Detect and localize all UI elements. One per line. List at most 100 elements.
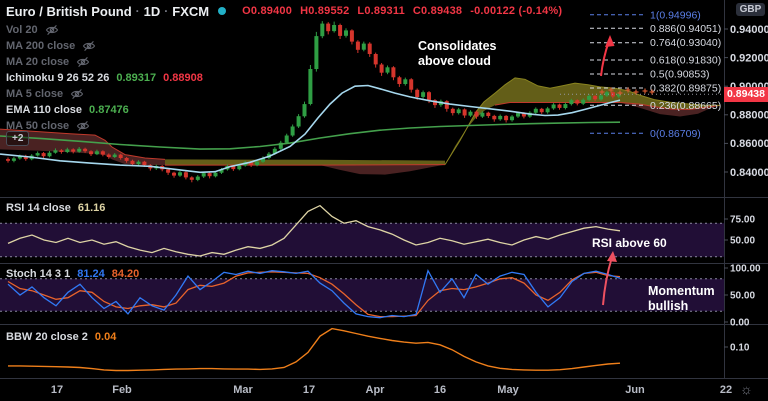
- indicator-label: Ichimoku 9 26 52 26: [6, 72, 110, 84]
- bbw-scale[interactable]: 0.10: [724, 343, 750, 354]
- stoch-k-line: [7, 268, 621, 319]
- rsi-band: [0, 223, 724, 257]
- change-readout: -0.00122 (-0.14%): [470, 5, 563, 17]
- ichimoku-cloud: [165, 159, 445, 166]
- rsi-line: [7, 204, 621, 257]
- price-scale[interactable]: 0.940000.920000.900000.880000.860000.840…: [724, 24, 768, 179]
- time-axis[interactable]: 17 Feb Mar 17 Apr 16 May Jun 22: [51, 384, 732, 396]
- indicator-label: MA 20 close: [6, 56, 70, 68]
- eye-hidden-icon[interactable]: [76, 56, 90, 68]
- rsi-scale[interactable]: 75.00 50.00: [724, 215, 755, 247]
- ichimoku-cloud: [445, 77, 720, 165]
- separator: ·: [135, 4, 140, 18]
- time-tick-label: Apr: [366, 384, 386, 396]
- stoch-scale[interactable]: 100.00 50.00 0.00: [724, 264, 761, 329]
- stoch-k-value: 81.24: [77, 268, 105, 280]
- annotation-rsi[interactable]: RSI above 60: [592, 236, 667, 250]
- ichimoku-cloud: [320, 164, 445, 175]
- indicator-label: MA 50 close: [6, 120, 70, 132]
- bbw-line: [8, 327, 621, 372]
- indicator-value: 0.88908: [163, 72, 203, 84]
- indicator-value: 0.87476: [89, 104, 129, 116]
- scale-tick-label: 0.00: [730, 318, 750, 329]
- stoch-d-value: 84.20: [111, 268, 140, 280]
- fib-level-label: 0.886(0.94051): [650, 23, 721, 35]
- projection-plus-marks: [599, 87, 655, 96]
- currency-toggle-button[interactable]: GBP: [736, 3, 765, 16]
- indicator-row-5[interactable]: EMA 110 close 0.87476: [6, 102, 203, 118]
- indicator-legend-list: Vol 20 MA 200 close MA 20 close Ichimoku 9 …: [6, 22, 203, 134]
- cloud-edge-line: [494, 102, 721, 110]
- scale-tick-label: 50.00: [730, 291, 755, 302]
- indicator-label: EMA 110 close: [6, 104, 83, 116]
- rsi-value: 61.16: [77, 202, 106, 214]
- collapsed-indicators-button[interactable]: +2: [6, 131, 30, 146]
- time-tick-label: 17: [303, 384, 315, 396]
- legend-panel: Euro / British Pound · 1D · FXCM O0.8940…: [6, 3, 562, 146]
- price-tick-label: 0.92000: [730, 52, 768, 64]
- candlestick-series: [6, 21, 621, 183]
- stoch-legend[interactable]: Stoch 14 3 1 81.24 84.20: [6, 268, 140, 280]
- time-tick-label: 17: [51, 384, 63, 396]
- scale-tick-label: 100.00: [730, 264, 761, 275]
- bbw-value: 0.04: [94, 331, 117, 343]
- time-tick-label: Jun: [625, 384, 645, 396]
- annotation-consolidates[interactable]: Consolidates above cloud: [418, 39, 497, 68]
- time-tick-label: 16: [434, 384, 446, 396]
- eye-hidden-icon[interactable]: [76, 120, 90, 132]
- ichimoku-cloud: [620, 102, 720, 117]
- price-tick-label: 0.84000: [730, 167, 768, 179]
- settings-icon[interactable]: ☼: [740, 381, 753, 397]
- market-status-icon: [218, 7, 227, 15]
- indicator-row-0[interactable]: Vol 20: [6, 22, 203, 38]
- scale-tick-label: 75.00: [730, 215, 755, 226]
- indicator-row-3[interactable]: Ichimoku 9 26 52 26 0.89317 0.88908: [6, 70, 203, 86]
- indicator-row-6[interactable]: MA 50 close: [6, 118, 203, 134]
- fib-level-label: 0.236(0.88665): [650, 100, 721, 112]
- symbol-title[interactable]: Euro / British Pound: [6, 3, 132, 19]
- ohlc-readout: O0.89400 H0.89552 L0.89311 C0.89438 -0.0…: [242, 5, 563, 17]
- fib-level-label: 1(0.94996): [650, 9, 701, 21]
- up-arrow-main[interactable]: [600, 35, 615, 77]
- annotation-momentum[interactable]: Momentum bullish: [648, 284, 715, 313]
- baseline-ma-line: [0, 84, 621, 174]
- price-tick-label: 0.88000: [730, 110, 768, 122]
- indicator-row-1[interactable]: MA 200 close: [6, 38, 203, 54]
- exchange-label[interactable]: FXCM: [172, 3, 210, 19]
- price-tick-label: 0.94000: [730, 24, 768, 36]
- stoch-d-line: [7, 271, 621, 318]
- scale-tick-label: 50.00: [730, 236, 755, 247]
- indicator-row-4[interactable]: MA 5 close: [6, 86, 203, 102]
- eye-hidden-icon[interactable]: [82, 40, 96, 52]
- fib-level-label: 0.618(0.91830): [650, 55, 721, 67]
- time-tick-label: May: [497, 384, 519, 396]
- bbw-legend[interactable]: BBW 20 close 2 0.04: [6, 331, 117, 343]
- time-tick-label: Mar: [233, 384, 253, 396]
- eye-hidden-icon[interactable]: [70, 88, 84, 100]
- fib-level-label: 0.5(0.90853): [650, 69, 710, 81]
- indicator-row-2[interactable]: MA 20 close: [6, 54, 203, 70]
- time-tick-label: Feb: [112, 384, 132, 396]
- indicator-label: Vol 20: [6, 24, 38, 36]
- fib-level-label: 0.382(0.89875): [650, 83, 721, 95]
- separator: ·: [164, 4, 169, 18]
- eye-hidden-icon[interactable]: [45, 24, 59, 36]
- scale-tick-label: 0.10: [730, 343, 750, 354]
- up-arrow-stoch[interactable]: [602, 251, 617, 306]
- time-tick-label: 22: [720, 384, 732, 396]
- fib-level-label: 0.764(0.93040): [650, 37, 721, 49]
- indicator-value: 0.89317: [116, 72, 157, 84]
- cloud-edge-line: [165, 164, 446, 166]
- fib-retracement[interactable]: 1(0.94996) 0.886(0.94051) 0.764(0.93040) 0.…: [590, 9, 721, 140]
- rsi-legend[interactable]: RSI 14 close 61.16: [6, 202, 106, 214]
- last-price-badge: 0.89438: [724, 87, 768, 102]
- fib-level-label: 0(0.86709): [650, 128, 701, 140]
- indicator-label: MA 200 close: [6, 40, 76, 52]
- ema110-line: [0, 121, 621, 150]
- overlay-lines: [0, 84, 621, 174]
- timeframe-label[interactable]: 1D: [143, 3, 161, 19]
- symbol-row[interactable]: Euro / British Pound · 1D · FXCM O0.8940…: [6, 3, 562, 19]
- cloud-edge-line: [0, 128, 166, 160]
